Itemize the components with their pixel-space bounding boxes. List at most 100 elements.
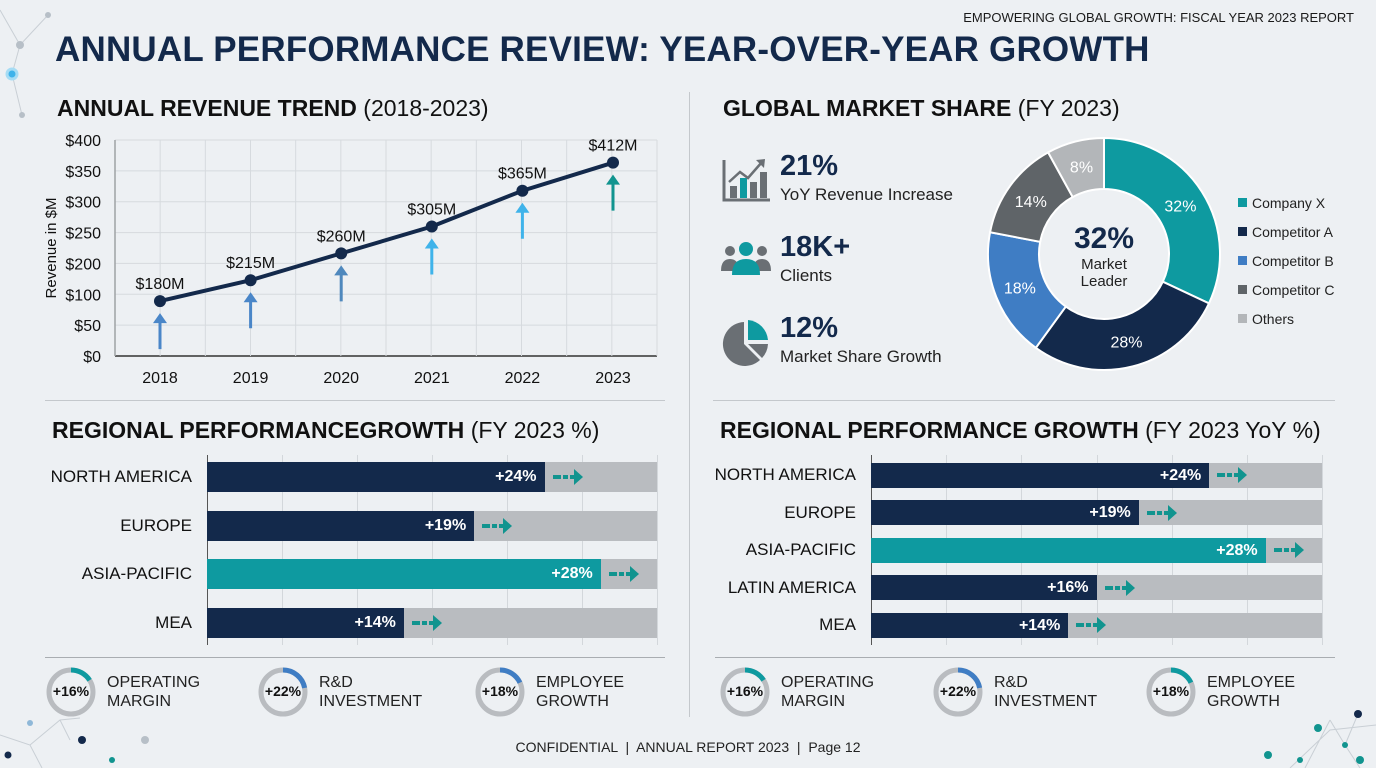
horizontal-divider <box>713 400 1335 401</box>
regional-bar-chart-left: NORTH AMERICA +24% EUROPE +19% ASIA-PACIFIC +… <box>0 455 690 645</box>
bottom-divider <box>45 657 665 658</box>
metric-ring: +18% EMPLOYEE GROWTH <box>474 666 674 718</box>
ring-label: OPERATING MARGIN <box>107 674 201 710</box>
growth-arrow-icon <box>515 202 530 239</box>
arrow-right-icon <box>1217 467 1248 483</box>
legend-swatch <box>1238 198 1247 207</box>
market-share-donut: 32% 28% 18% 14% 8% <box>987 136 1221 371</box>
progress-ring <box>475 667 525 717</box>
legend-item: Company X <box>1238 188 1334 217</box>
kpi-value: 12% <box>780 312 839 344</box>
growth-arrow-icon <box>153 313 167 350</box>
growth-arrow-icon <box>243 292 258 329</box>
slice-label: 18% <box>1004 280 1036 297</box>
bar: +28% <box>207 559 601 589</box>
report-subtitle: EMPOWERING GLOBAL GROWTH: FISCAL YEAR 20… <box>963 10 1354 25</box>
kpi-label: YoY Revenue Increase <box>780 185 953 204</box>
bar-category-label: NORTH AMERICA <box>50 467 192 486</box>
bar-category-label: MEA <box>155 612 192 632</box>
gridline <box>582 455 583 645</box>
donut-slice <box>1046 136 1105 199</box>
donut-legend: Company X Competitor A Competitor B Competi… <box>1238 188 1334 333</box>
bottom-divider <box>715 657 1335 658</box>
donut-center-label: Market Leader <box>1080 256 1128 290</box>
metric-ring: +22% R&D INVESTMENT <box>257 666 457 718</box>
y-tick-label: $50 <box>74 318 101 335</box>
metric-ring: +18% EMPLOYEE GROWTH <box>1145 666 1345 718</box>
progress-ring <box>46 667 96 717</box>
bar: +19% <box>207 510 475 541</box>
bar-chart-growth-icon <box>722 159 770 202</box>
arrow-right-icon <box>1146 504 1177 521</box>
growth-arrow-icon <box>424 238 439 275</box>
bar-category-label: ASIA-PACIFIC <box>81 564 192 583</box>
arrow-right-icon <box>552 469 583 485</box>
revenue-section-title: ANNUAL REVENUE TREND (2018-2023) <box>57 95 489 121</box>
ring-value: +18% <box>481 683 519 699</box>
y-tick-label: $100 <box>65 287 101 304</box>
legend-swatch <box>1238 314 1247 323</box>
data-label: $180M <box>136 276 185 293</box>
horizontal-divider <box>45 400 665 401</box>
donut-slice <box>1034 280 1211 371</box>
ring-label: OPERATING MARGIN <box>781 674 875 710</box>
regional-bar-chart-right: NORTH AMERICA +24% EUROPE +19% ASIA-PACIFIC +… <box>690 455 1376 645</box>
legend-item: Others <box>1238 304 1334 333</box>
slice-label: 14% <box>1015 194 1047 211</box>
slice-label: 8% <box>1070 159 1093 176</box>
page-title: ANNUAL PERFORMANCE REVIEW: YEAR-OVER-YEA… <box>55 30 1150 69</box>
data-point <box>607 156 619 169</box>
bar-category-label: MEA <box>819 615 856 634</box>
revenue-line <box>159 160 614 304</box>
ring-value: +22% <box>939 683 977 699</box>
market-section-title: GLOBAL MARKET SHARE (FY 2023) <box>723 95 1120 121</box>
legend-label: Others <box>1252 310 1295 327</box>
ring-value: +22% <box>264 683 302 699</box>
gridline <box>657 455 658 645</box>
bar: +14% <box>871 612 1069 638</box>
x-tick-label: 2019 <box>233 370 269 387</box>
bar: +19% <box>871 500 1139 525</box>
gridline <box>507 455 508 645</box>
legend-label: Competitor B <box>1252 252 1334 269</box>
growth-arrow-icon <box>334 265 349 302</box>
growth-arrow-icon <box>606 174 620 211</box>
bar-category-label: LATIN AMERICA <box>727 577 856 597</box>
donut-center: 32% Market Leader <box>1068 222 1140 290</box>
x-tick-label: 2023 <box>595 370 631 387</box>
bar-category-label: ASIA-PACIFIC <box>745 540 856 559</box>
ring-label: EMPLOYEE GROWTH <box>536 674 625 710</box>
progress-ring <box>933 667 983 717</box>
arrow-right-icon <box>482 517 513 534</box>
x-tick-label: 2020 <box>323 370 359 387</box>
legend-item: Competitor C <box>1238 275 1334 304</box>
x-tick-label: 2018 <box>142 370 178 387</box>
legend-label: Competitor A <box>1252 223 1333 240</box>
pie-chart-icon <box>722 320 768 366</box>
legend-label: Competitor C <box>1252 281 1335 298</box>
bar-category-label: EUROPE <box>784 502 856 522</box>
x-tick-label: 2021 <box>414 370 450 387</box>
y-axis-label: Revenue in $M <box>43 198 60 299</box>
arrow-right-icon <box>608 566 639 582</box>
progress-ring <box>258 667 308 717</box>
y-tick-label: $0 <box>83 349 101 366</box>
kpi-value: 21% <box>780 150 839 182</box>
donut-center-value: 32% <box>1073 222 1135 255</box>
legend-swatch <box>1238 256 1247 265</box>
metric-ring: +22% R&D INVESTMENT <box>932 666 1132 718</box>
arrow-right-icon <box>1104 579 1135 596</box>
data-label: $365M <box>498 166 547 183</box>
donut-slice <box>1103 136 1221 305</box>
y-tick-label: $400 <box>65 133 101 150</box>
arrow-right-icon <box>1273 542 1304 558</box>
gridline <box>1322 455 1323 645</box>
legend-label: Company X <box>1252 194 1326 211</box>
progress-ring <box>720 667 770 717</box>
bar: +14% <box>207 607 404 638</box>
data-label: $412M <box>589 138 638 155</box>
bar: +24% <box>871 462 1210 488</box>
slice-label: 28% <box>1110 335 1142 352</box>
kpi-label: Clients <box>780 266 832 285</box>
